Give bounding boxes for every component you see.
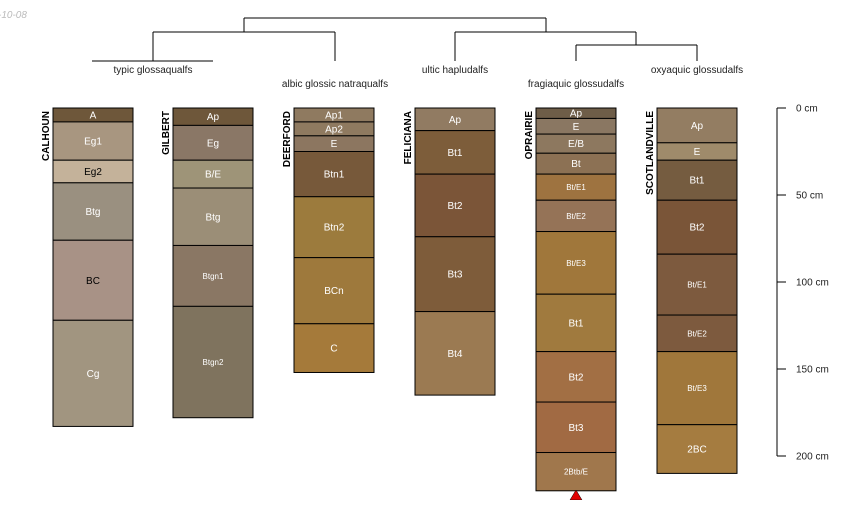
- horizon-label-ap: Ap: [570, 109, 583, 120]
- taxon-label-ultic-hapludalfs: ultic hapludalfs: [422, 65, 488, 76]
- profile-name-oprairie: OPRAIRIE: [524, 111, 535, 160]
- horizon-bt4: [414, 311, 496, 396]
- profile-scotlandville: Ap E Bt1 Bt2 Bt/E1 Bt/E2 Bt/E3 2BC SCOTLANDVILLE: [645, 107, 738, 474]
- horizon-bt-e3: [535, 231, 617, 295]
- horizon-eg: [172, 124, 254, 161]
- scale-tick-label: 200 cm: [796, 452, 829, 463]
- horizon-label-ap1: Ap1: [325, 110, 343, 121]
- horizon-label-bc: BC: [86, 276, 100, 287]
- horizon-label-ap2: Ap2: [325, 124, 343, 135]
- horizon-label-cg: Cg: [87, 369, 100, 380]
- tree-right-branch: [454, 18, 698, 61]
- horizon-btgn1: [172, 244, 254, 307]
- horizon-label-ap: Ap: [691, 121, 704, 132]
- horizon-btgn2: [172, 305, 254, 419]
- horizon-label-bt4: Bt4: [447, 349, 462, 360]
- taxon-label-fragiaquic-glossudalfs: fragiaquic glossudalfs: [528, 79, 624, 90]
- horizon-label-b-e: B/E: [205, 170, 221, 181]
- horizon-label-bt-e1: Bt/E1: [566, 183, 586, 192]
- horizon-label-eg2: Eg2: [84, 167, 102, 178]
- taxon-label-albic-glossic-natraqualfs: albic glossic natraqualfs: [282, 79, 388, 90]
- horizon-label-bt1: Bt1: [689, 176, 704, 187]
- horizon-btg: [52, 182, 134, 241]
- profile-name-scotlandville: SCOTLANDVILLE: [645, 111, 656, 195]
- horizon-bt3: [535, 401, 617, 454]
- horizon-cg: [52, 319, 134, 427]
- horizon-label-e-b: E/B: [568, 139, 584, 150]
- horizon-bt2: [414, 173, 496, 238]
- horizon-label-bt3: Bt3: [568, 423, 583, 434]
- taxon-label-oxyaquic-glossudalfs: oxyaquic glossudalfs: [651, 65, 743, 76]
- horizon-label-ap: Ap: [449, 115, 462, 126]
- truncation-marker-icon: [569, 489, 583, 501]
- horizon-b-e: [172, 159, 254, 189]
- horizon-label-bt: Bt: [571, 159, 581, 170]
- profile-feliciana: Ap Bt1 Bt2 Bt3 Bt4 FELICIANA: [403, 107, 496, 396]
- horizon-label-eg1: Eg1: [84, 137, 102, 148]
- horizon-label-bt-e1: Bt/E1: [687, 281, 707, 290]
- horizon-label-e: E: [694, 147, 701, 158]
- horizon-label-bt-e2: Bt/E2: [687, 329, 707, 338]
- dendrogram: [152, 17, 698, 61]
- horizon-label-btg: Btg: [205, 212, 220, 223]
- horizon-c: [293, 323, 375, 373]
- profile-gilbert: Ap Eg B/E Btg Btgn1 Btgn2 GILBERT: [161, 107, 254, 419]
- horizon-btg: [172, 187, 254, 246]
- scale-tick-label: 50 cm: [796, 191, 823, 202]
- horizon-label-eg: Eg: [207, 138, 219, 149]
- horizon-label-btg: Btg: [85, 207, 100, 218]
- horizon-label-e: E: [331, 139, 338, 150]
- horizon-btn1: [293, 151, 375, 198]
- taxon-label-typic-glossaqualfs: typic glossaqualfs: [114, 65, 193, 76]
- tree-left-branch: [152, 18, 336, 61]
- horizon-bc: [52, 239, 134, 321]
- horizon-label-bt1: Bt1: [447, 148, 462, 159]
- horizon-bt-e3: [656, 351, 738, 426]
- profile-name-deerford: DEERFORD: [282, 111, 293, 167]
- horizon-label-c: C: [330, 344, 337, 355]
- horizon-label-bt2: Bt2: [447, 201, 462, 212]
- horizon-bt-e2: [535, 199, 617, 233]
- horizon-label-2bc: 2BC: [687, 445, 706, 456]
- horizon-btn2: [293, 196, 375, 259]
- profile-deerford: Ap1 Ap2 E Btn1 Btn2 BCn C DEERFORD: [282, 107, 375, 373]
- horizon-label-bt-e3: Bt/E3: [687, 384, 707, 393]
- horizon-label-bt3: Bt3: [447, 270, 462, 281]
- horizon-label-2btb-e: 2Btb/E: [564, 468, 588, 477]
- horizon-eg1: [52, 121, 134, 161]
- horizon-label-btgn1: Btgn1: [203, 272, 224, 281]
- horizon-label-bcn: BCn: [324, 286, 343, 297]
- horizon-bcn: [293, 257, 375, 325]
- horizon-label-e: E: [573, 122, 580, 133]
- horizon-label-bt-e3: Bt/E3: [566, 259, 586, 268]
- profile-name-calhoun: CALHOUN: [41, 111, 52, 161]
- horizon-label-btn1: Btn1: [324, 170, 345, 181]
- horizon-bt3: [414, 236, 496, 313]
- profiles: A Eg1 Eg2 Btg BC Cg CALHOUN Ap Eg B/E Btg Btgn1 Btgn…: [41, 107, 738, 501]
- horizon-label-bt1: Bt1: [568, 318, 583, 329]
- horizon-label-btn2: Btn2: [324, 223, 345, 234]
- scale-tick-label: 0 cm: [796, 104, 818, 115]
- horizon-label-ap: Ap: [207, 112, 220, 123]
- horizon-label-a: A: [90, 110, 97, 121]
- profile-oprairie: Ap E E/B Bt Bt/E1 Bt/E2 Bt/E3 Bt1 Bt2 Bt3 2Btb/E OP…: [524, 107, 617, 492]
- profile-calhoun: A Eg1 Eg2 Btg BC Cg CALHOUN: [41, 107, 134, 427]
- horizon-label-bt2: Bt2: [689, 223, 704, 234]
- profile-name-gilbert: GILBERT: [161, 111, 172, 155]
- scale-tick-label: 100 cm: [796, 278, 829, 289]
- profile-name-feliciana: FELICIANA: [403, 111, 414, 164]
- horizon-label-bt-e2: Bt/E2: [566, 212, 586, 221]
- horizon-2bc: [656, 424, 738, 474]
- horizon-bt2: [656, 199, 738, 255]
- scale-tick-label: 150 cm: [796, 365, 829, 376]
- depth-scale: 0 cm 50 cm 100 cm 150 cm 200 cm: [776, 104, 829, 463]
- date-stamp: -10-08: [0, 10, 27, 21]
- horizon-bt1: [535, 293, 617, 353]
- horizon-label-bt2: Bt2: [568, 372, 583, 383]
- horizon-bt-e2: [656, 314, 738, 353]
- horizon-label-btgn2: Btgn2: [203, 358, 224, 367]
